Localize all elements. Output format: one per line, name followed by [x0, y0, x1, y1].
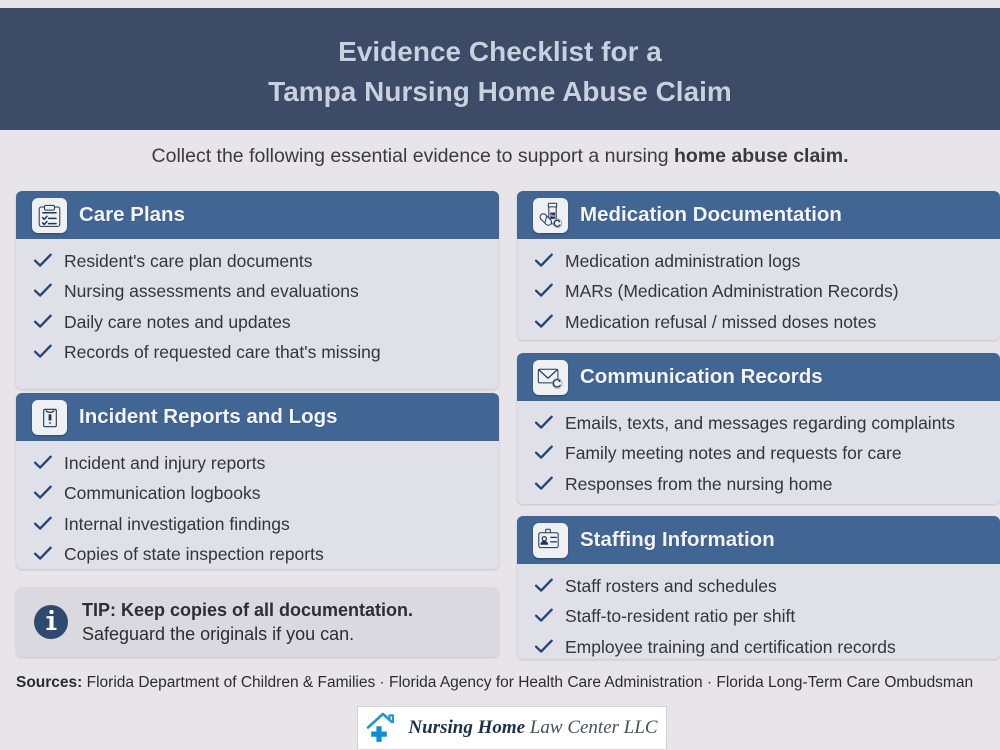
- svg-text:Rx: Rx: [550, 214, 555, 218]
